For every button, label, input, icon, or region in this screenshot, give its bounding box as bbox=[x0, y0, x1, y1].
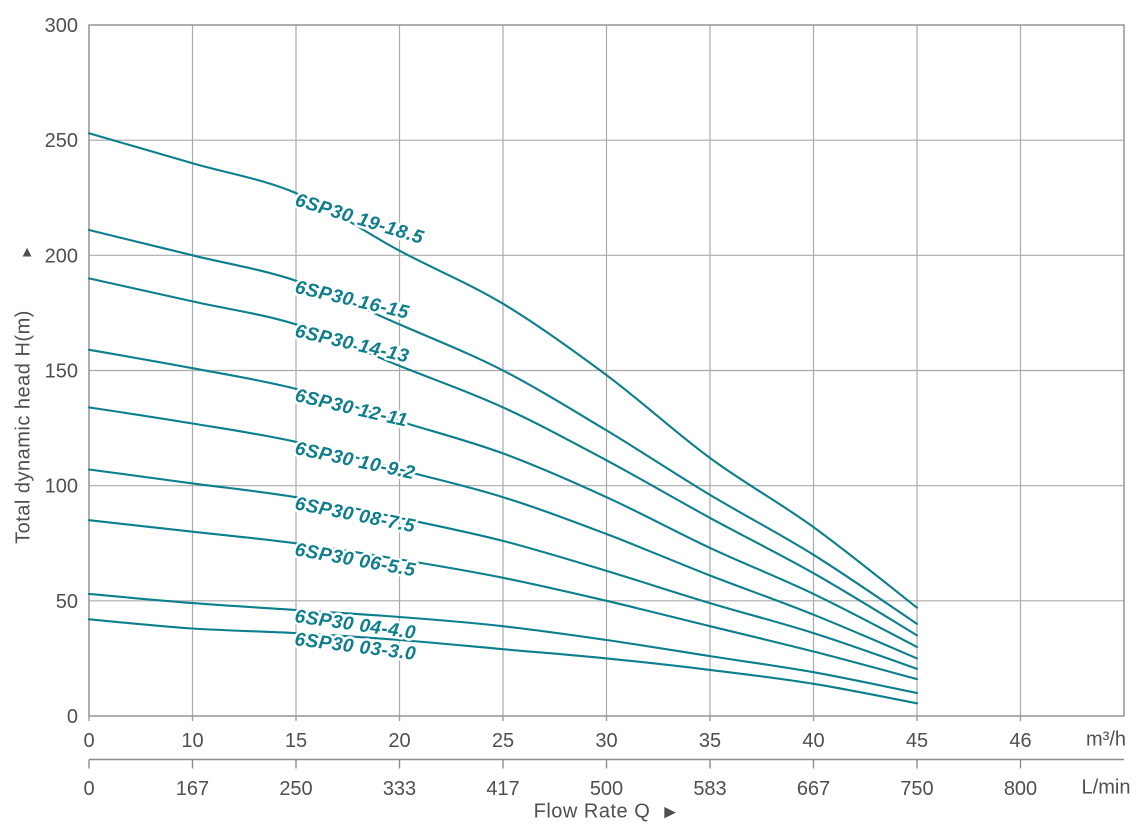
x-axis-tick-label-m3h: 10 bbox=[181, 730, 203, 752]
x-axis-title: Flow Rate Q ▶ bbox=[534, 801, 677, 824]
x-axis-tick-label-m3h: 35 bbox=[699, 730, 721, 752]
x-axis-tick-label-m3h: 46 bbox=[1009, 730, 1031, 752]
curve-label-6SP30-10-9.2: 6SP30 10-9.2 bbox=[293, 438, 417, 484]
curve-label-6SP30-14-13: 6SP30 14-13 bbox=[293, 321, 411, 368]
x-axis-tick-label-m3h: 15 bbox=[285, 730, 307, 752]
curve-6SP30-04-4.0 bbox=[87, 592, 919, 695]
curve-label-6SP30-19-18.5: 6SP30 19-18.5 bbox=[293, 190, 427, 249]
curve-6SP30-06-5.5 bbox=[87, 519, 919, 681]
x-axis-tick-label-m3h: 20 bbox=[388, 730, 410, 752]
x-axis-tick-label-m3h: 0 bbox=[83, 730, 94, 752]
x-axis-tick-label-lmin: 250 bbox=[279, 778, 312, 800]
curve-6SP30-03-3.0 bbox=[87, 618, 919, 705]
x-axis-tick-label-m3h: 40 bbox=[802, 730, 824, 752]
x-axis-tick-label-lmin: 667 bbox=[797, 778, 830, 800]
curve-label-6SP30-06-5.5: 6SP30 06-5.5 bbox=[293, 539, 417, 581]
right-arrow-icon: ▶ bbox=[664, 803, 677, 821]
y-axis-tick-label: 200 bbox=[45, 245, 78, 267]
curve-6SP30-10-9.2 bbox=[87, 406, 919, 660]
unit-m3h-label: m³/h bbox=[1086, 728, 1126, 751]
x-axis-tick-label-lmin: 583 bbox=[693, 778, 726, 800]
x-axis-tick-label-m3h: 25 bbox=[492, 730, 514, 752]
curve-6SP30-14-13 bbox=[87, 277, 919, 637]
curve-6SP30-12-11 bbox=[87, 348, 919, 648]
x-axis-tick-label-m3h: 45 bbox=[906, 730, 928, 752]
y-axis-title: Total dynamic head H(m) bbox=[12, 310, 35, 544]
y-axis-tick-label: 100 bbox=[45, 476, 78, 498]
x-axis-tick-label-lmin: 750 bbox=[900, 778, 933, 800]
y-axis-tick-label: 300 bbox=[45, 15, 78, 37]
x-axis-tick-label-lmin: 500 bbox=[590, 778, 623, 800]
curve-label-6SP30-08-7.5: 6SP30 08-7.5 bbox=[293, 493, 417, 537]
y-axis-tick-label: 50 bbox=[56, 591, 78, 613]
x-axis-tick-label-lmin: 800 bbox=[1004, 778, 1037, 800]
curve-6SP30-16-15 bbox=[87, 228, 919, 625]
curve-label-6SP30-16-15: 6SP30 16-15 bbox=[293, 277, 411, 324]
x-axis-tick-label-lmin: 417 bbox=[486, 778, 519, 800]
curve-6SP30-19-18.5 bbox=[87, 132, 919, 609]
x-axis-tick-label-lmin: 167 bbox=[176, 778, 209, 800]
curve-label-6SP30-12-11: 6SP30 12-11 bbox=[293, 385, 410, 431]
x-axis-title-text: Flow Rate Q bbox=[533, 800, 651, 823]
x-axis-tick-label-m3h: 30 bbox=[595, 730, 617, 752]
unit-lmin-label: L/min bbox=[1081, 776, 1131, 799]
y-axis-tick-label: 0 bbox=[67, 706, 78, 728]
y-axis-tick-label: 250 bbox=[45, 130, 78, 152]
y-axis-tick-label: 150 bbox=[45, 361, 78, 383]
up-arrow-icon: ▲ bbox=[19, 243, 35, 261]
x-axis-tick-label-lmin: 333 bbox=[383, 778, 416, 800]
curve-6SP30-08-7.5 bbox=[87, 468, 919, 670]
x-axis-tick-label-lmin: 0 bbox=[83, 778, 94, 800]
